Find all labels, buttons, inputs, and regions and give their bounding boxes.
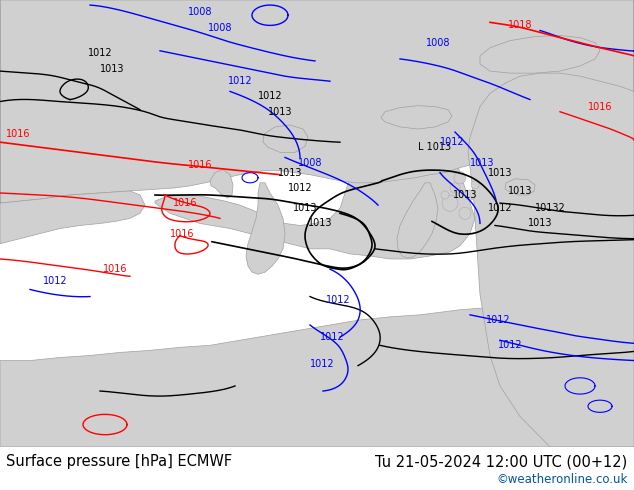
Text: Surface pressure [hPa] ECMWF: Surface pressure [hPa] ECMWF xyxy=(6,454,233,469)
Polygon shape xyxy=(468,0,634,447)
Text: 1012: 1012 xyxy=(288,183,313,193)
Text: 1008: 1008 xyxy=(188,7,212,17)
Text: 1018: 1018 xyxy=(508,21,533,30)
Text: 1012: 1012 xyxy=(228,76,252,86)
Text: 1013: 1013 xyxy=(453,190,477,200)
Text: 1012: 1012 xyxy=(486,315,510,325)
Text: 1012: 1012 xyxy=(309,359,334,368)
Circle shape xyxy=(450,183,460,193)
Circle shape xyxy=(459,207,471,220)
Text: 1016: 1016 xyxy=(172,198,197,208)
Polygon shape xyxy=(480,36,600,73)
Text: 1013: 1013 xyxy=(307,219,332,228)
Text: 1013: 1013 xyxy=(293,203,317,213)
Polygon shape xyxy=(246,183,285,274)
Text: 10132: 10132 xyxy=(534,203,566,213)
Text: 1013: 1013 xyxy=(100,64,124,74)
Text: Tu 21-05-2024 12:00 UTC (00+12): Tu 21-05-2024 12:00 UTC (00+12) xyxy=(375,454,628,469)
Text: 1016: 1016 xyxy=(188,160,212,170)
Text: 1012: 1012 xyxy=(42,276,67,286)
Text: 1008: 1008 xyxy=(426,38,450,48)
Polygon shape xyxy=(505,179,535,195)
Text: 1008: 1008 xyxy=(298,157,322,168)
Text: 1013: 1013 xyxy=(508,186,533,196)
Text: 1012: 1012 xyxy=(326,294,351,305)
Text: 1016: 1016 xyxy=(170,229,194,239)
Polygon shape xyxy=(0,0,145,244)
Text: 1013: 1013 xyxy=(470,157,495,168)
Text: 1012: 1012 xyxy=(257,92,282,101)
Text: 1013: 1013 xyxy=(278,168,302,178)
Circle shape xyxy=(441,191,449,199)
Text: L 1013: L 1013 xyxy=(418,142,451,152)
Polygon shape xyxy=(155,99,475,259)
Text: 1013: 1013 xyxy=(527,219,552,228)
Text: 1012: 1012 xyxy=(488,203,512,213)
Circle shape xyxy=(454,172,466,184)
Polygon shape xyxy=(397,183,438,258)
Polygon shape xyxy=(210,170,233,198)
Polygon shape xyxy=(0,0,634,203)
Text: 1008: 1008 xyxy=(208,24,232,33)
Text: 1016: 1016 xyxy=(6,129,30,139)
Text: 1012: 1012 xyxy=(440,137,464,147)
Text: 1013: 1013 xyxy=(268,107,292,117)
Text: ©weatheronline.co.uk: ©weatheronline.co.uk xyxy=(496,473,628,486)
Polygon shape xyxy=(381,106,452,129)
Text: 1016: 1016 xyxy=(588,101,612,112)
Polygon shape xyxy=(263,125,308,152)
Text: 1013: 1013 xyxy=(488,168,512,178)
Text: 1012: 1012 xyxy=(498,341,522,350)
Circle shape xyxy=(465,190,475,200)
Polygon shape xyxy=(0,294,634,447)
Text: 1016: 1016 xyxy=(103,264,127,274)
Circle shape xyxy=(442,195,458,211)
Circle shape xyxy=(471,181,479,189)
Text: 1012: 1012 xyxy=(87,48,112,58)
Text: 1012: 1012 xyxy=(320,332,344,342)
